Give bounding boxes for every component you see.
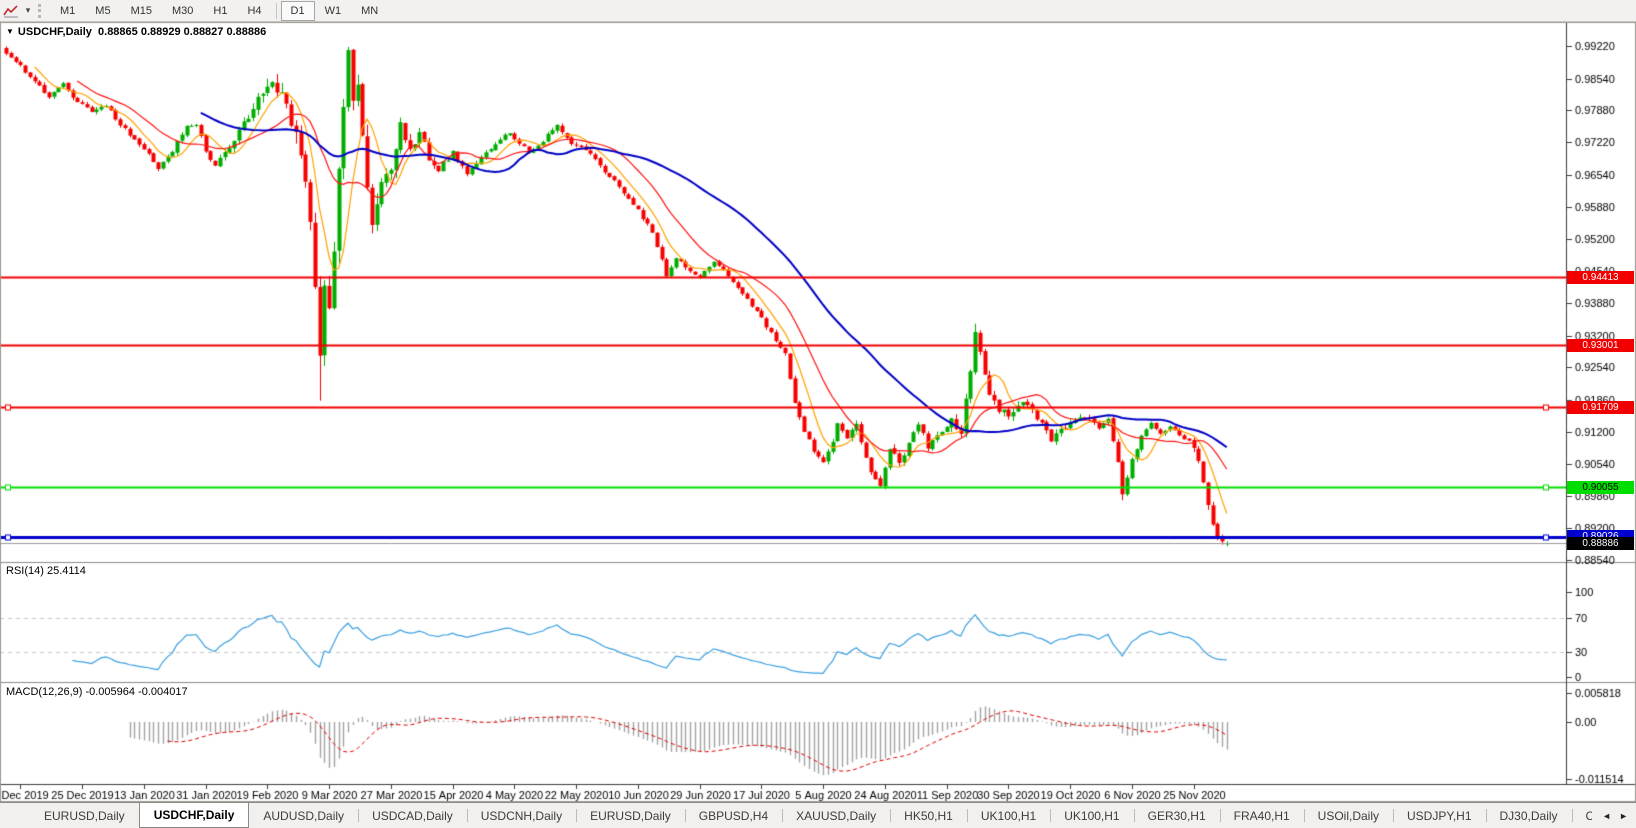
price-line-label-0.94413[interactable]: 0.94413	[1567, 270, 1634, 284]
tab-china300-h1[interactable]: CHINA300,H1	[1571, 803, 1592, 828]
timeframe-mn-button[interactable]: MN	[361, 4, 379, 17]
chart-area: ▼ USDCHF,Daily 0.88865 0.88929 0.88827 0.…	[0, 22, 1636, 802]
symbol-period-label: USDCHF,Daily	[17, 26, 92, 38]
tab-uk100-h1[interactable]: UK100,H1	[1050, 803, 1133, 828]
rsi-indicator-label: RSI(14) 25.4114	[6, 565, 86, 577]
chart-title: ▼ USDCHF,Daily 0.88865 0.88929 0.88827 0.…	[6, 26, 266, 38]
timeframe-button-group: M1 M5 M15 M30 H1 H4 D1 W1 MN	[50, 0, 388, 21]
tab-usoil-daily[interactable]: USOil,Daily	[1303, 803, 1393, 828]
collapse-triangle-icon[interactable]: ▼	[6, 27, 14, 36]
timeframe-m1-button[interactable]: M1	[60, 4, 76, 17]
timeframe-toolbar: ▾ M1 M5 M15 M30 H1 H4 D1 W1 MN	[0, 0, 1636, 22]
tab-dj30-daily[interactable]: DJ30,Daily	[1485, 803, 1572, 828]
macd-indicator-label: MACD(12,26,9) -0.005964 -0.004017	[6, 686, 188, 698]
tab-gbpusd-h4[interactable]: GBPUSD,H4	[684, 803, 782, 828]
price-chart-canvas[interactable]	[0, 22, 1636, 802]
tab-usdchf-daily[interactable]: USDCHF,Daily	[138, 803, 250, 828]
ohlc-values-label: 0.88865 0.88929 0.88827 0.88886	[98, 26, 267, 38]
tab-eurusd-daily[interactable]: EURUSD,Daily	[44, 808, 125, 823]
timeframe-m5-button[interactable]: M5	[95, 4, 111, 17]
tab-scroll-right-button[interactable]: ►	[1619, 810, 1628, 821]
timeframe-m15-button[interactable]: M15	[130, 4, 152, 17]
tab-eurusd-daily[interactable]: EURUSD,Daily	[576, 803, 685, 828]
timeframe-d1-button[interactable]: D1	[280, 0, 315, 21]
tab-ger30-h1[interactable]: GER30,H1	[1133, 803, 1220, 828]
chart-tabs: EURUSD,Daily USDCHF,Daily AUDUSD,Daily USDC…	[0, 803, 1592, 828]
tab-audusd-daily[interactable]: AUDUSD,Daily	[263, 808, 345, 823]
tab-scroll-arrows: ◄ ►	[1592, 803, 1636, 828]
tab-fra40-h1[interactable]: FRA40,H1	[1219, 803, 1304, 828]
tab-usdcad-daily[interactable]: USDCAD,Daily	[358, 803, 467, 828]
timeframe-h1-button[interactable]: H1	[213, 4, 228, 17]
chart-tab-bar: EURUSD,Daily USDCHF,Daily AUDUSD,Daily USDC…	[0, 802, 1636, 828]
price-line-label-0.90055[interactable]: 0.90055	[1567, 480, 1634, 494]
tab-usdjpy-h1[interactable]: USDJPY,H1	[1393, 803, 1485, 828]
tab-uk100-h1[interactable]: UK100,H1	[966, 803, 1050, 828]
tab-hk50-h1[interactable]: HK50,H1	[890, 803, 967, 828]
chart-tool-icon[interactable]	[0, 1, 22, 21]
timeframe-m30-button[interactable]: M30	[171, 4, 194, 17]
toolbar-separator	[275, 2, 277, 19]
timeframe-h4-button[interactable]: H4	[247, 4, 262, 17]
price-line-label-0.93001[interactable]: 0.93001	[1567, 338, 1634, 352]
current-price-label: 0.88886	[1567, 536, 1634, 550]
toolbar-grip-handle[interactable]	[38, 3, 45, 18]
tab-scroll-left-button[interactable]: ◄	[1602, 810, 1612, 821]
price-line-label-0.91709[interactable]: 0.91709	[1567, 400, 1634, 414]
tab-usdcnh-daily[interactable]: USDCNH,Daily	[466, 803, 576, 828]
timeframe-w1-button[interactable]: W1	[324, 4, 342, 17]
tab-xauusd-daily[interactable]: XAUUSD,Daily	[782, 803, 890, 828]
chevron-down-icon[interactable]: ▾	[25, 5, 31, 15]
